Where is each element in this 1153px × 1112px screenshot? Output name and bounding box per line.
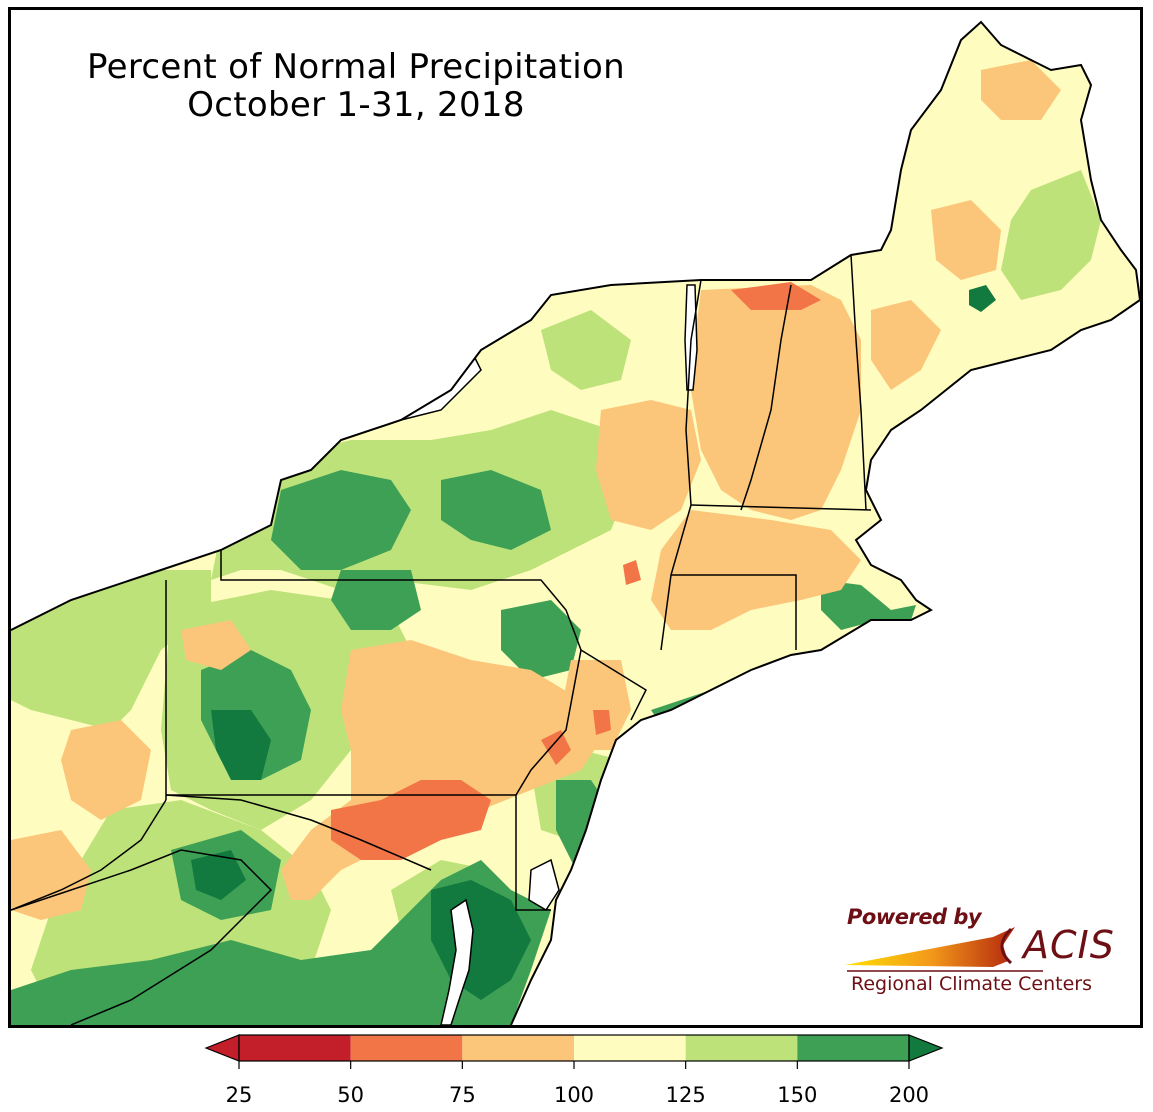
region-med-green-catskills-west (331, 570, 421, 630)
legend-arrow-low (204, 1034, 240, 1062)
ct-ri-ma-border (671, 574, 797, 650)
region-med-green-pa-ne (501, 600, 581, 680)
acis-swoosh-icon (845, 927, 1043, 972)
region-orange-va (11, 830, 91, 920)
region-green-ohio (11, 570, 211, 730)
region-red-nj (593, 710, 611, 735)
legend-arrow-high (908, 1034, 944, 1062)
legend-bin-100-125 (574, 1035, 686, 1061)
md-de-border (515, 795, 551, 911)
title-line-1: Percent of Normal Precipitation (87, 47, 625, 87)
region-med-green-south (11, 860, 551, 1025)
region-dark-green-wv (191, 850, 246, 900)
coastline (11, 20, 1140, 1025)
legend-colorbar (204, 1034, 944, 1069)
map-frame: Percent of Normal Precipitation October … (8, 7, 1143, 1028)
region-red-md-pa (331, 780, 491, 860)
region-red-ny-east (623, 560, 641, 585)
legend-tick-label: 25 (225, 1083, 253, 1107)
region-orange-ny-pa-border (181, 620, 251, 670)
region-orange-maine-north (981, 60, 1061, 120)
atlantic-ocean (511, 300, 1140, 1025)
legend-bin-50-75 (350, 1035, 463, 1061)
legend-tick-label: 75 (448, 1083, 476, 1107)
orange-red-regions (331, 282, 821, 860)
ny-vt-border (660, 279, 702, 651)
ma-north-border (690, 504, 872, 511)
chesapeake-bay (440, 898, 474, 1025)
legend-tick-label: 100 (553, 1083, 595, 1107)
map-title: Percent of Normal Precipitation October … (51, 48, 661, 124)
title-line-2: October 1-31, 2018 (187, 85, 525, 125)
legend-tick-label: 50 (337, 1083, 365, 1107)
pa-nj-border (515, 649, 582, 796)
ny-pa-border (220, 550, 582, 651)
legend-bin-150-200 (797, 1035, 909, 1061)
wv-md-border (165, 794, 432, 871)
region-med-green-wny (271, 470, 411, 570)
region-orange-ohio (61, 720, 151, 820)
delaware-bay (528, 858, 560, 912)
acis-logo: Powered by ACIS Regional Climate Centers (833, 905, 1123, 1005)
oh-wv-border (11, 799, 167, 911)
region-orange-maine-central (931, 200, 1001, 280)
legend-bin-125-150 (685, 1035, 798, 1061)
region-orange-nj-north (561, 660, 631, 750)
legend-tick-label: 200 (888, 1083, 930, 1107)
region-orange-adirondack-east (596, 400, 701, 530)
region-med-green-finger-lakes (441, 470, 551, 550)
vt-nh-border (740, 284, 792, 511)
region-dark-green-maine (969, 285, 996, 312)
powered-by-label: Powered by (847, 905, 982, 929)
regional-climate-centers-label: Regional Climate Centers (851, 973, 1093, 995)
nj-ny-border (580, 649, 647, 721)
legend-bin-75-100 (462, 1035, 574, 1061)
legend-tick-label: 125 (665, 1083, 706, 1107)
region-red-pa-east (541, 730, 571, 765)
acis-label: ACIS (1023, 923, 1115, 967)
region-orange-maine-coast (871, 300, 941, 390)
legend-tick-label: 150 (777, 1083, 818, 1107)
wv-va-border (11, 849, 273, 1025)
region-red-vt-north (731, 282, 821, 310)
legend-bin-25-50 (239, 1035, 351, 1061)
region-orange-ma-ct (651, 510, 861, 630)
region-green-hudson (541, 310, 631, 390)
me-nh-border (850, 254, 867, 511)
color-legend: 25 50 75 100 125 150 200 (204, 1033, 944, 1112)
region-med-green-cape-cod (821, 580, 916, 630)
region-green-maine (1001, 170, 1101, 300)
state-boundaries (11, 254, 872, 1025)
precipitation-map (11, 10, 1140, 1025)
region-dark-green-pa (211, 710, 271, 780)
region-orange-vt-nh (691, 285, 861, 520)
